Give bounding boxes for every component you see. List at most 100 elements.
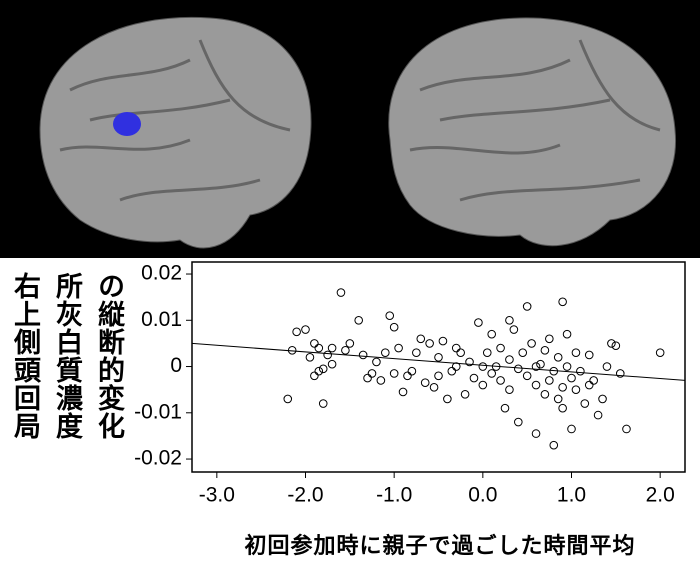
point (327, 359, 337, 369)
point (389, 369, 399, 378)
point (403, 371, 412, 381)
point (469, 373, 479, 383)
point (514, 417, 523, 427)
point (434, 371, 443, 381)
point (354, 315, 363, 325)
point (394, 343, 403, 353)
point (451, 343, 461, 353)
point (478, 380, 488, 390)
point (310, 371, 319, 381)
point (531, 362, 541, 371)
point (460, 389, 470, 399)
point (318, 399, 328, 408)
point (562, 329, 572, 339)
point (558, 297, 567, 307)
x-tick-label: 0.0 (468, 484, 497, 507)
point (314, 366, 324, 376)
point (416, 334, 426, 344)
y-axis-label: 所灰白質濃度 (51, 272, 82, 440)
point (509, 325, 519, 334)
point (500, 403, 510, 413)
point (567, 424, 576, 434)
point (372, 357, 381, 367)
point (336, 288, 346, 297)
point (438, 336, 448, 346)
point (420, 378, 430, 388)
point (487, 329, 497, 339)
point (287, 346, 297, 355)
point (367, 369, 377, 378)
point (540, 389, 550, 399)
point (584, 380, 594, 390)
point (310, 339, 319, 348)
y-tick-label: 0.01 (141, 308, 182, 331)
point (491, 362, 501, 371)
point (580, 399, 590, 408)
point (571, 348, 581, 357)
point (380, 348, 390, 357)
point (434, 352, 443, 362)
point (531, 380, 541, 390)
point (549, 440, 559, 450)
point (505, 355, 514, 364)
point (602, 362, 612, 371)
point (607, 339, 616, 348)
point (553, 394, 563, 404)
point (385, 311, 395, 320)
point (283, 394, 293, 404)
point (318, 364, 328, 374)
point (474, 318, 483, 327)
point (540, 346, 550, 355)
x-tick-label: 1.0 (557, 484, 586, 507)
point (482, 348, 492, 357)
point (558, 383, 567, 392)
point (531, 429, 541, 438)
x-tick-label: 2.0 (646, 484, 675, 507)
y-tick-label: 0 (170, 354, 182, 377)
point (518, 348, 528, 357)
point (292, 327, 301, 337)
point (496, 376, 505, 385)
point (429, 383, 439, 392)
brain-right (388, 17, 677, 247)
point (593, 410, 603, 420)
point (487, 369, 497, 378)
point (545, 334, 554, 344)
point (363, 373, 372, 383)
x-tick-label: -3.0 (199, 484, 235, 507)
point (571, 385, 581, 394)
point (327, 343, 337, 353)
point (345, 339, 355, 348)
point (553, 352, 563, 362)
point (456, 348, 465, 357)
point (305, 352, 315, 362)
point (584, 350, 594, 360)
y-axis-label: 右上側頭回局 (9, 272, 40, 440)
x-tick-label: -2.0 (287, 484, 323, 507)
point (545, 376, 554, 385)
point (358, 350, 368, 360)
point (558, 403, 567, 413)
point (398, 387, 408, 397)
point (655, 348, 665, 357)
point (567, 373, 576, 383)
x-axis-label: 初回参加時に親子で過ごした時間平均 (244, 534, 636, 559)
point (505, 385, 514, 394)
point (549, 366, 559, 376)
point (576, 366, 585, 376)
point (341, 346, 350, 355)
point (505, 315, 514, 325)
point (447, 366, 457, 376)
point (598, 394, 607, 404)
point (425, 339, 434, 348)
point (389, 322, 399, 332)
point (407, 366, 417, 376)
point (536, 359, 545, 369)
point (611, 341, 621, 351)
point (522, 302, 532, 311)
point (412, 348, 421, 357)
fit-line (191, 342, 686, 381)
point (522, 371, 532, 381)
point (376, 376, 386, 385)
